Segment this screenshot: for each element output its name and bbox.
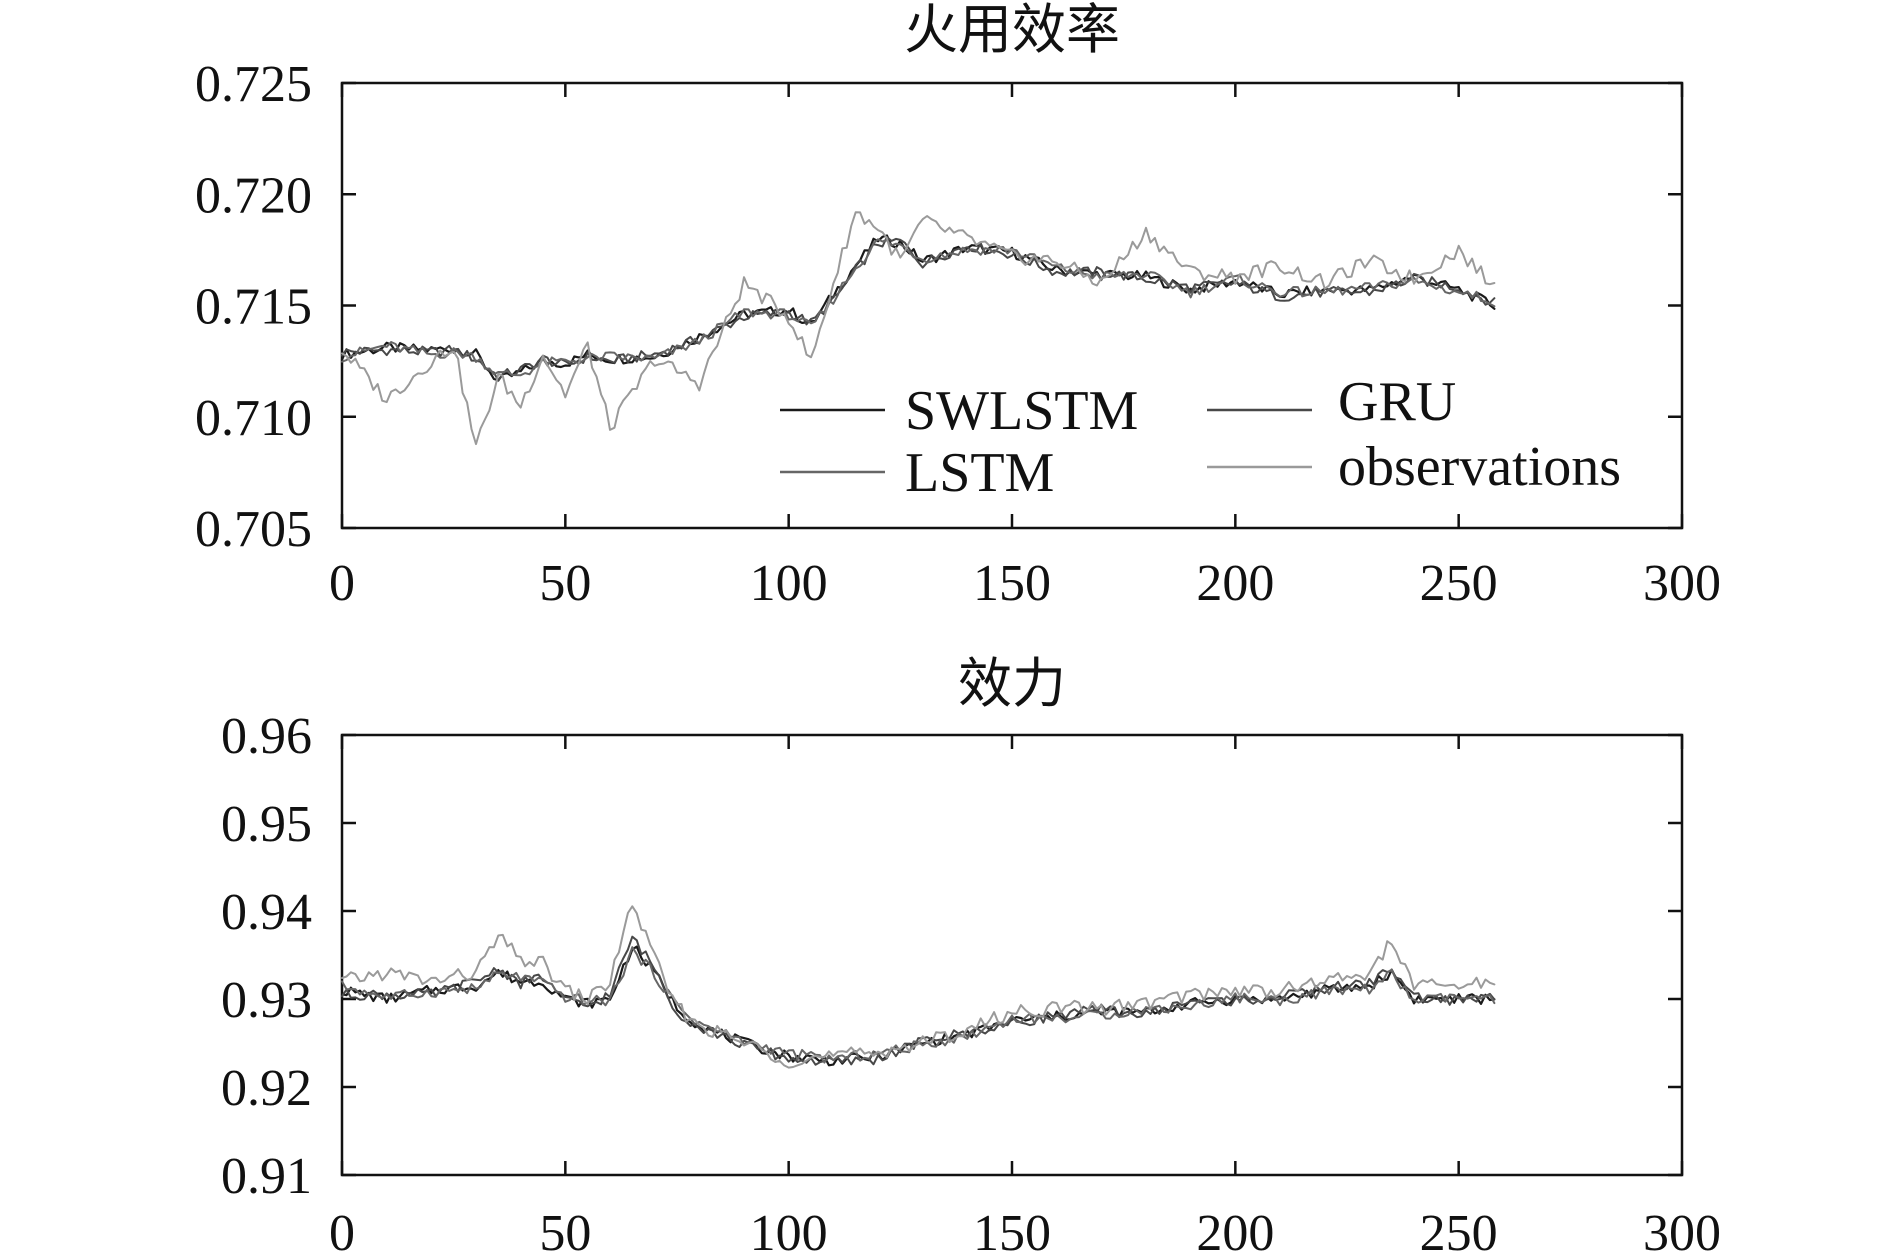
y-tick-label: 0.715 [195,279,312,336]
series-group [340,905,1496,1069]
x-tick-label: 200 [1196,1205,1274,1259]
x-tick-label: 150 [973,555,1051,612]
x-tick-label: 0 [329,555,355,612]
legend: SWLSTM GRU LSTM observations [780,371,1621,504]
x-tick-label: 300 [1643,1205,1721,1259]
legend-label-observations: observations [1338,436,1621,498]
y-tick-label: 0.95 [221,796,312,853]
axes: 0 50 100 150 200 250 300 0.705 0.710 0.715 0.720 0.… [195,56,1721,612]
legend-label-lstm: LSTM [905,442,1054,504]
series-line-observations [341,211,1496,446]
plot-frame [340,733,1684,1177]
y-tick-label: 0.93 [221,972,312,1029]
x-tick-label: 250 [1420,555,1498,612]
y-tick-label: 0.94 [221,884,312,941]
y-tick-label: 0.96 [221,708,312,765]
x-tick-label: 100 [750,1205,828,1259]
y-tick-label: 0.705 [195,501,312,558]
x-tick-label: 150 [973,1205,1051,1259]
series-line-lstm [341,946,1496,1064]
x-tick-label: 100 [750,555,828,612]
x-tick-label: 50 [539,1205,591,1259]
x-tick-label: 50 [539,555,591,612]
x-tick-label: 200 [1196,555,1274,612]
y-tick-label: 0.92 [221,1060,312,1117]
series-line-swlstm [340,945,1496,1067]
legend-label-gru: GRU [1338,371,1456,433]
chart-panel-exergy-efficiency: 火用效率 0 50 100 150 200 250 300 0.705 0.710 0.715 0.… [195,0,1721,612]
y-tick-label: 0.725 [195,56,312,113]
series-group [340,211,1496,446]
y-tick-label: 0.91 [221,1148,312,1205]
chart-title: 火用效率 [904,0,1120,61]
axes: 0 50 100 150 200 250 300 0.91 0.92 0.93 0.94 0.95 0.… [221,708,1721,1259]
chart-title: 效力 [958,652,1066,715]
chart-panel-efficacy: 效力 0 50 100 150 200 250 300 0.91 0.92 0.93 0.94 0.9… [221,652,1721,1259]
x-tick-label: 250 [1420,1205,1498,1259]
x-tick-label: 0 [329,1205,355,1259]
series-line-lstm [341,238,1496,377]
legend-label-swlstm: SWLSTM [905,380,1138,442]
series-line-gru [341,935,1496,1066]
y-tick-label: 0.710 [195,390,312,447]
x-tick-label: 300 [1643,555,1721,612]
series-line-observations [341,905,1496,1069]
y-tick-label: 0.720 [195,167,312,224]
